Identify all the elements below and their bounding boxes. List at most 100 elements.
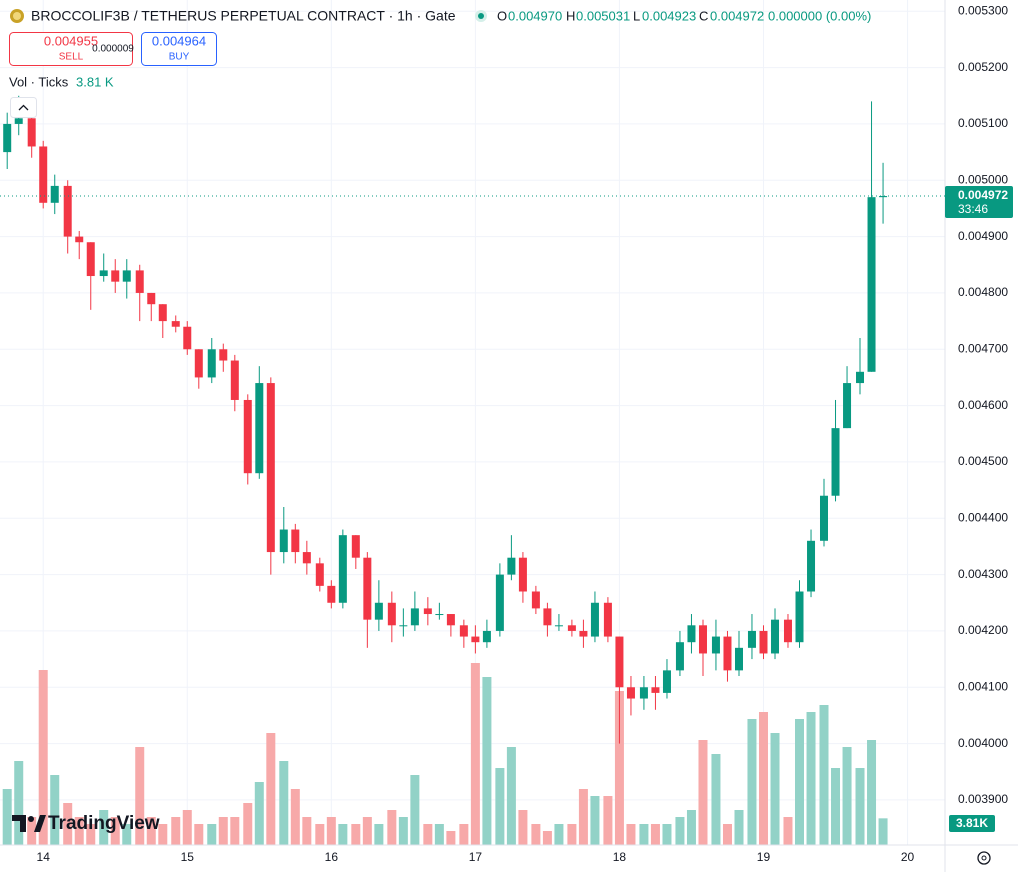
volume-bar [38,670,48,845]
candle-body [675,642,684,671]
volume-bar [398,817,408,845]
volume-bar [675,817,685,845]
x-tick-label: 14 [37,850,51,864]
volume-bar [819,705,829,845]
ohlc-value: 0.004923 [642,8,696,23]
volume-bar [806,712,816,845]
ohlc-change: 0.000000 (0.00%) [768,8,871,23]
candle-body [302,552,311,564]
candle-body [171,321,180,327]
candle-body [99,270,108,277]
volume-bar [662,824,672,845]
candle-body [495,574,504,631]
candle-body [711,636,720,654]
candle-body [507,557,516,575]
candle-body [626,687,635,699]
volume-bar [867,740,877,845]
candle-body [531,591,540,609]
brand-logo-dot [28,816,34,822]
candle-body [698,625,707,654]
volume-bar [722,824,732,845]
collapse-button[interactable] [10,97,37,118]
volume-bar [362,817,372,845]
x-tick-label: 15 [181,850,195,864]
volume-bar [831,768,841,845]
candle-body [723,636,732,671]
ohlc-label: C [699,8,708,23]
candle-body [147,292,156,305]
y-tick-label: 0.005200 [958,60,1008,74]
settings-button[interactable] [977,851,991,865]
volume-bar [182,810,192,845]
volume-bar [207,824,217,845]
volume-bar [698,740,708,845]
volume-bar [878,818,888,845]
volume-bar [518,810,528,845]
candle-body [39,146,48,203]
volume-bar [410,775,420,845]
volume-bar [795,719,805,845]
volume-legend-value: 3.81 K [76,74,114,89]
volume-bar [639,824,649,845]
volume-axis-box [949,815,995,832]
y-tick-label: 0.003900 [958,792,1008,806]
volume-bar [243,803,253,845]
candle-body [423,608,432,615]
candle-body [687,625,696,643]
candle-body [363,557,372,620]
candle-body [615,636,624,688]
buy-label: BUY [169,52,190,63]
collapse-icon [18,104,29,111]
y-tick-label: 0.004100 [958,679,1008,693]
volume-bar [315,824,325,845]
buy-button[interactable] [141,32,217,66]
ohlc-label: H [566,8,575,23]
candle-body [86,242,95,277]
volume-bar [50,775,60,845]
spread: 0.000009 [92,44,134,55]
volume-bar [734,810,744,845]
volume-bar [554,824,564,845]
candle-body [579,630,588,637]
ohlc-value: 0.005031 [576,8,630,23]
y-tick-label: 0.004800 [958,285,1008,299]
volume-bar [14,761,24,845]
volume-layer [2,663,888,845]
candle-body [194,349,203,378]
candle-body [807,540,816,592]
candle-body [75,236,84,243]
candle-body [879,196,888,198]
ohlc-label: O [497,8,507,23]
candle-body [783,619,792,643]
last-price-box [945,186,1013,219]
brand-logo [12,815,26,832]
sell-button[interactable] [9,32,133,66]
sell-price: 0.004955 [44,33,98,48]
x-tick-label: 16 [325,850,339,864]
candle-body [567,625,576,631]
x-tick-label: 20 [901,850,915,864]
volume-bar [650,824,660,845]
candle-body [219,349,228,361]
volume-bar [230,817,240,845]
volume-bar [2,789,12,845]
candle-body [315,563,324,586]
volume-bar [590,796,600,845]
last-price-label: 0.004972 [958,188,1008,202]
ohlc-value: 0.004972 [710,8,764,23]
volume-bar [387,810,397,845]
candle-body [135,270,144,293]
candle-body [446,614,455,626]
candle-body [662,670,671,693]
y-tick-label: 0.005300 [958,3,1008,17]
volume-bar [326,817,336,845]
candle-body [279,529,288,553]
ohlc-label: L [633,8,640,23]
candle-body [374,602,383,620]
candle-body [831,428,840,496]
candle-body [639,687,648,699]
candle-body [111,270,120,282]
x-tick-label: 18 [613,850,627,864]
volume-bar [531,824,541,845]
